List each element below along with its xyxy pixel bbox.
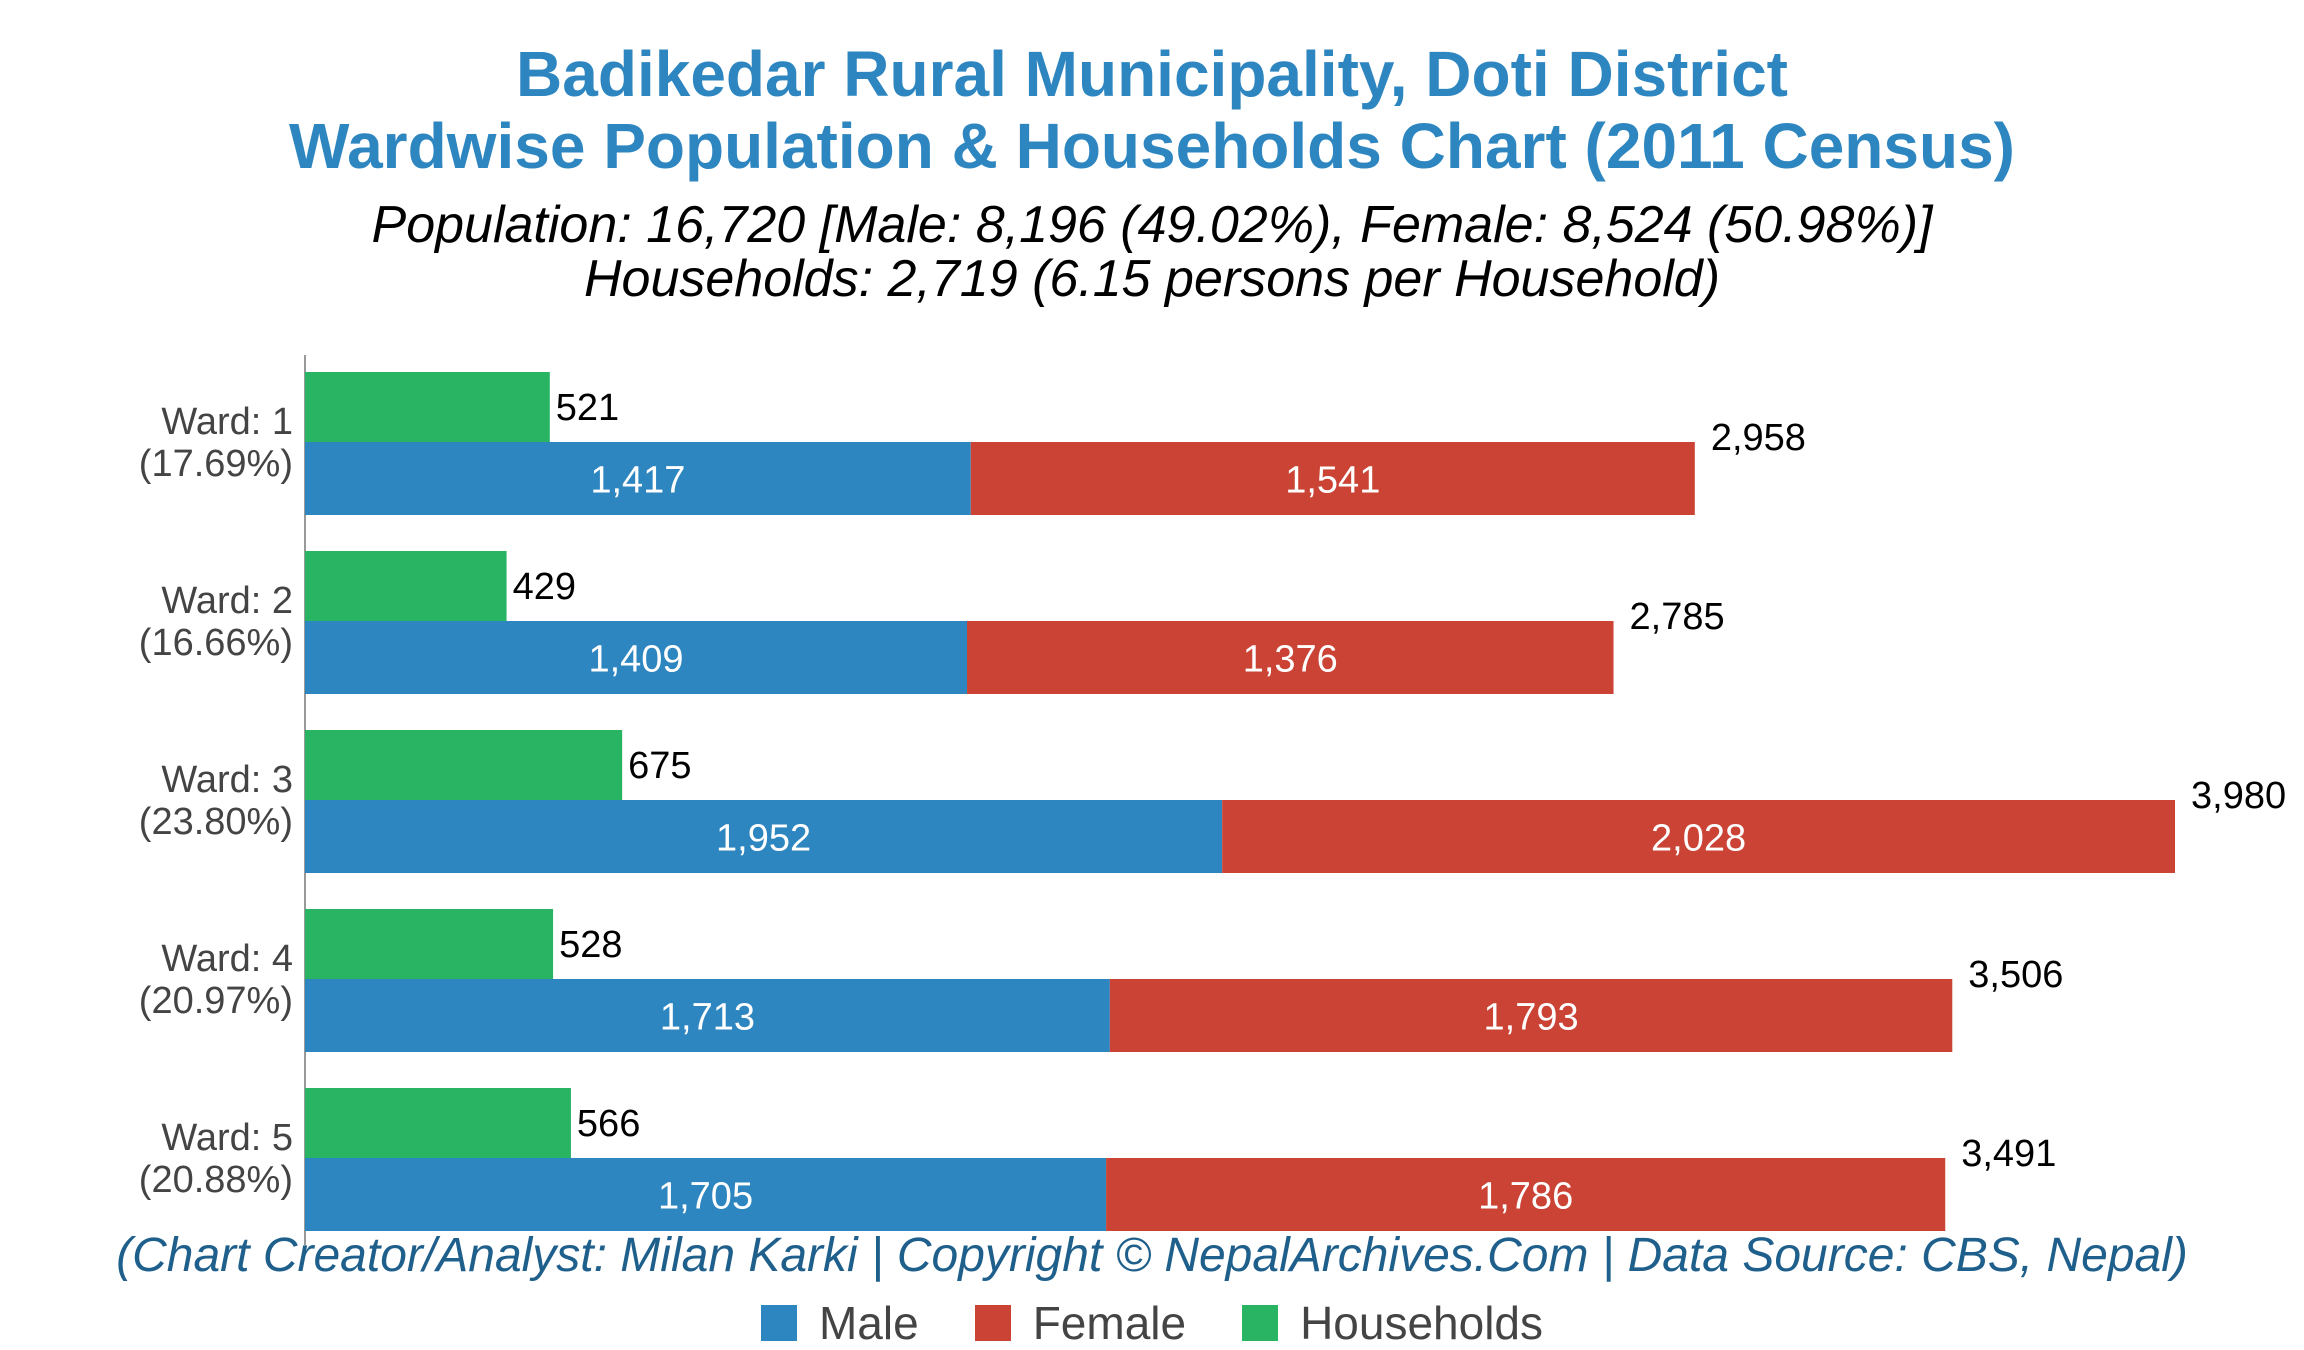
total-value-label-ward-4: 3,506 (1968, 954, 2063, 996)
households-bar-ward-4 (305, 909, 554, 979)
legend-item-female: Female (974, 1296, 1187, 1350)
households-bar-ward-3 (305, 730, 623, 800)
y-tick-share-label-ward-5: (20.88%) (139, 1159, 293, 1201)
legend-swatch-male (760, 1305, 797, 1341)
legend-label-households: Households (1300, 1297, 1544, 1349)
male-bar-ward-2 (305, 621, 968, 694)
y-tick-label-ward-2: Ward: 2 (161, 580, 293, 622)
total-value-label-ward-5: 3,491 (1961, 1133, 2056, 1175)
female-value-label-ward-4: 1,793 (1484, 997, 1579, 1039)
female-bar-ward-1 (970, 442, 1695, 515)
female-bar-ward-2 (967, 621, 1614, 694)
y-tick-share-label-ward-1: (17.69%) (139, 443, 293, 485)
households-value-label-ward-5: 566 (577, 1103, 640, 1145)
male-bar-ward-3 (305, 800, 1223, 873)
households-bar-ward-1 (305, 372, 550, 442)
total-value-label-ward-3: 3,980 (2191, 775, 2286, 817)
chart-title-line-2: Wardwise Population & Households Chart (… (289, 110, 2015, 182)
y-tick-label-ward-1: Ward: 1 (161, 401, 293, 443)
y-tick-label-ward-3: Ward: 3 (161, 759, 293, 801)
chart-subtitle-households: Households: 2,719 (6.15 persons per Hous… (583, 250, 1721, 308)
households-value-label-ward-3: 675 (628, 745, 691, 787)
chart-subtitle-population: Population: 16,720 [Male: 8,196 (49.02%)… (371, 196, 1933, 254)
y-tick-label-ward-4: Ward: 4 (161, 938, 293, 980)
y-tick-share-label-ward-2: (16.66%) (139, 622, 293, 664)
female-value-label-ward-3: 2,028 (1651, 818, 1746, 860)
legend-swatch-households (1242, 1305, 1279, 1341)
households-bar-ward-2 (305, 551, 507, 621)
households-value-label-ward-1: 521 (556, 387, 619, 429)
households-value-label-ward-4: 528 (559, 924, 622, 966)
male-value-label-ward-3: 1,952 (716, 818, 811, 860)
female-value-label-ward-1: 1,541 (1285, 460, 1380, 502)
legend-item-households: Households (1242, 1296, 1543, 1350)
male-bar-ward-5 (305, 1158, 1107, 1231)
legend-label-male: Male (818, 1297, 919, 1349)
chart-legend: Male Female Households (0, 1297, 2304, 1349)
male-value-label-ward-1: 1,417 (590, 460, 685, 502)
female-value-label-ward-2: 1,376 (1243, 639, 1338, 681)
male-value-label-ward-2: 1,409 (588, 639, 683, 681)
y-tick-share-label-ward-3: (23.80%) (139, 801, 293, 843)
male-bar-ward-4 (305, 979, 1110, 1052)
households-value-label-ward-2: 429 (513, 566, 576, 608)
total-value-label-ward-1: 2,958 (1711, 417, 1806, 459)
chart-credit-footer: (Chart Creator/Analyst: Milan Karki | Co… (116, 1229, 2188, 1282)
legend-label-female: Female (1032, 1297, 1187, 1349)
male-value-label-ward-4: 1,713 (660, 997, 755, 1039)
legend-swatch-female (974, 1305, 1011, 1341)
female-bar-ward-5 (1106, 1158, 1946, 1231)
male-bar-ward-1 (305, 442, 971, 515)
male-value-label-ward-5: 1,705 (658, 1176, 753, 1218)
female-bar-ward-4 (1109, 979, 1953, 1052)
female-value-label-ward-5: 1,786 (1478, 1176, 1573, 1218)
chart-title-line-1: Badikedar Rural Municipality, Doti Distr… (516, 38, 1788, 110)
households-bar-ward-5 (305, 1088, 571, 1158)
female-bar-ward-3 (1222, 800, 2175, 873)
y-tick-share-label-ward-4: (20.97%) (139, 980, 293, 1022)
legend-item-male: Male (760, 1296, 919, 1350)
total-value-label-ward-2: 2,785 (1630, 596, 1725, 638)
y-tick-label-ward-5: Ward: 5 (161, 1117, 293, 1159)
